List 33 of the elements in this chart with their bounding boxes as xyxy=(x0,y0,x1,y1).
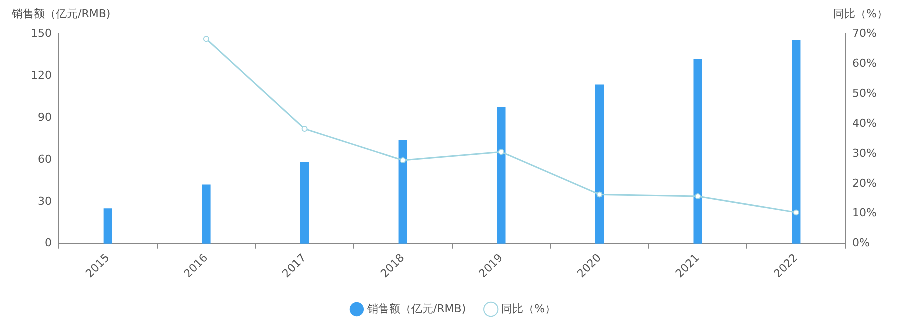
point xyxy=(498,149,504,156)
y2-tick-label: 60% xyxy=(852,56,878,70)
y-tick-label: 90 xyxy=(38,110,52,124)
legend-label: 销售额（亿元/RMB) xyxy=(366,302,466,316)
y2-tick-label: 0% xyxy=(852,236,870,250)
y2-tick-label: 40% xyxy=(852,116,878,130)
y-tick-label: 0 xyxy=(44,236,52,250)
y-tick-label: 150 xyxy=(30,26,52,40)
bar xyxy=(792,40,801,244)
y-axis-title: 销售额（亿元/RMB) xyxy=(11,7,111,20)
bar xyxy=(497,107,506,244)
y-tick-label: 60 xyxy=(38,152,52,166)
bar xyxy=(202,184,211,244)
bar xyxy=(694,60,702,244)
y2-tick-label: 30% xyxy=(852,146,878,160)
y2-tick-label: 70% xyxy=(852,26,878,40)
bar xyxy=(300,162,310,244)
point xyxy=(793,210,800,216)
y2-tick-label: 10% xyxy=(852,206,878,220)
bar xyxy=(104,208,112,244)
y2-tick-label: 20% xyxy=(852,176,878,190)
point xyxy=(596,192,603,198)
point xyxy=(203,36,210,42)
point xyxy=(400,158,406,164)
y2-axis-title: 同比（%） xyxy=(834,7,888,20)
bar xyxy=(398,140,408,244)
point xyxy=(302,126,308,132)
y-tick-label: 120 xyxy=(30,68,52,82)
point xyxy=(695,194,702,200)
legend-label: 同比（%） xyxy=(502,302,556,316)
y-tick-label: 30 xyxy=(38,194,52,208)
bar xyxy=(595,84,604,244)
y2-tick-label: 50% xyxy=(852,86,878,100)
